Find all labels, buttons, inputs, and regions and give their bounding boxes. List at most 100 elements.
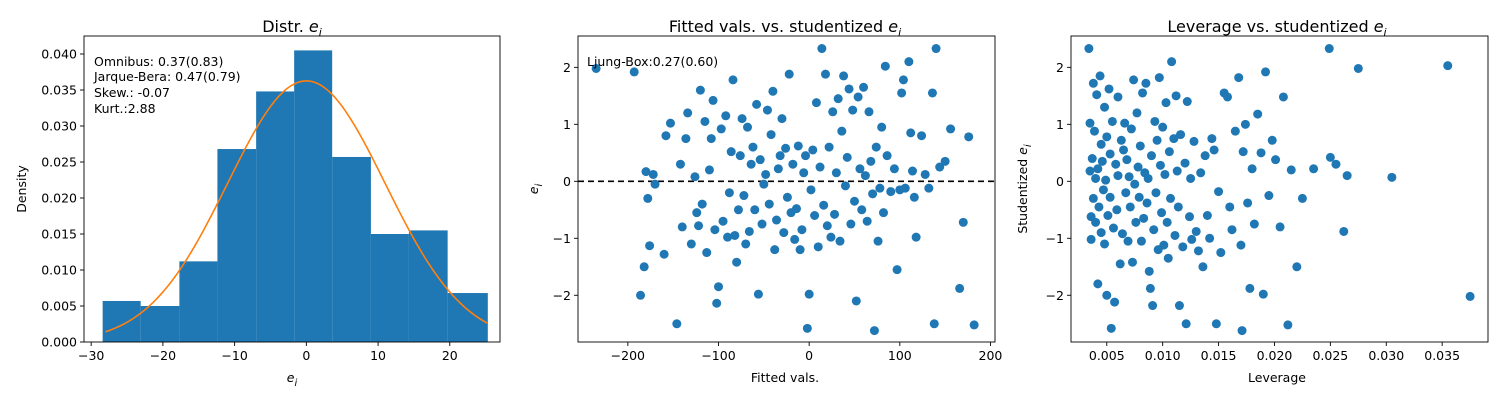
scatter-point <box>844 84 854 94</box>
scatter-point <box>1243 198 1253 208</box>
scatter-point <box>1135 141 1145 151</box>
scatter-point <box>877 122 887 132</box>
y-axis-label: ei <box>526 184 545 195</box>
x-tick-label: 10 <box>370 348 386 363</box>
fitted-vs-residuals-panel: Fitted vals. vs. studentized ei −200 −100… <box>526 17 1002 385</box>
scatter-point <box>900 183 910 193</box>
scatter-point <box>750 205 760 215</box>
scatter-point <box>639 262 649 272</box>
scatter-point <box>889 164 899 174</box>
omnibus-stat: Omnibus: 0.37(0.83) <box>94 54 223 69</box>
scatter-point <box>1292 262 1302 272</box>
scatter-point <box>733 205 743 215</box>
x-tick-label: 0.035 <box>1424 348 1460 363</box>
scatter-point <box>1324 44 1334 54</box>
scatter-point <box>1134 192 1144 202</box>
scatter-point <box>868 189 878 199</box>
density-curve <box>105 80 488 333</box>
scatter-point <box>1142 198 1152 208</box>
scatter-point <box>690 172 700 182</box>
scatter-point <box>906 128 916 138</box>
y-axis-label: Studentized ei <box>1015 144 1034 234</box>
scatter-point <box>835 236 845 246</box>
scatter-point <box>716 124 726 134</box>
scatter-point <box>1096 228 1106 238</box>
scatter-point <box>746 159 756 169</box>
scatter-point <box>1146 151 1156 161</box>
scatter-point <box>1108 223 1118 233</box>
x-tick-label: −20 <box>150 348 176 363</box>
scatter-point <box>853 92 863 102</box>
scatter-point <box>1157 208 1167 218</box>
scatter-point <box>743 122 753 132</box>
scatter-point <box>1325 152 1335 162</box>
y-axis-ticks: 0.000 0.005 0.010 0.015 0.020 0.025 0.030 0.035… <box>41 47 84 350</box>
scatter-point <box>810 210 820 220</box>
scatter-point <box>892 265 902 275</box>
scatter-point <box>1339 226 1349 236</box>
x-tick-label: 0 <box>805 348 813 363</box>
scatter-point <box>730 230 740 240</box>
scatter-point <box>820 69 830 79</box>
scatter-point <box>1091 217 1101 227</box>
scatter-point <box>839 71 849 81</box>
scatter-point <box>1227 225 1237 235</box>
leverage-panel: Leverage vs. studentized ei 0.005 0.010 0.… <box>1015 17 1489 385</box>
scatter-point <box>675 159 685 169</box>
jarque-bera-stat: Jarque-Bera: 0.47(0.79) <box>93 69 241 84</box>
scatter-point <box>629 67 639 77</box>
x-axis-ticks: 0.005 0.010 0.015 0.020 0.025 0.030 0.035 <box>1089 342 1460 363</box>
histogram-bar <box>217 149 257 342</box>
scatter-point <box>1131 217 1141 227</box>
x-axis-ticks: −30 −20 −10 0 10 20 <box>78 342 458 363</box>
scatter-point <box>697 199 707 209</box>
scatter-point <box>1187 234 1197 244</box>
scatter-point <box>1261 67 1271 77</box>
scatter-point <box>1151 188 1161 198</box>
scatter-point <box>840 181 850 191</box>
x-tick-label: 0.005 <box>1089 348 1125 363</box>
scatter-point <box>822 221 832 231</box>
scatter-point <box>726 147 736 157</box>
scatter-point <box>1278 92 1288 102</box>
scatter-point <box>806 185 816 195</box>
histogram-bar <box>256 91 295 342</box>
scatter-point <box>1230 126 1240 136</box>
y-axis-ticks: −2 −1 0 1 2 <box>553 60 578 303</box>
scatter-point <box>793 141 803 151</box>
scatter-point <box>723 232 733 242</box>
scatter-point <box>1096 139 1106 149</box>
histogram-bar <box>140 306 180 342</box>
scatter-point <box>882 151 892 161</box>
scatter-point <box>1200 151 1210 161</box>
scatter-point <box>1120 118 1130 128</box>
scatter-point <box>799 168 809 178</box>
y-tick-label: 0 <box>1056 174 1064 189</box>
scatter-point <box>878 208 888 218</box>
scatter-point <box>1145 283 1155 293</box>
scatter-point <box>645 241 655 251</box>
scatter-point <box>694 221 704 231</box>
scatter-point <box>1086 234 1096 244</box>
scatter-point <box>1174 301 1184 311</box>
leverage-title: Leverage vs. studentized ei <box>1167 17 1386 39</box>
scatter-point <box>1111 159 1121 169</box>
scatter-point <box>1087 154 1097 164</box>
scatter-point <box>791 204 801 214</box>
scatter-point <box>1112 205 1122 215</box>
scatter-point <box>648 169 658 179</box>
scatter-point <box>837 126 847 136</box>
x-axis-label: Fitted vals. <box>751 370 819 385</box>
scatter-point <box>665 118 675 128</box>
scatter-point <box>808 145 818 155</box>
y-tick-label: 0.020 <box>41 191 77 206</box>
scatter-point <box>1158 122 1168 132</box>
y-tick-label: 0.000 <box>41 335 77 350</box>
scatter-point <box>1127 257 1137 267</box>
fitted-title: Fitted vals. vs. studentized ei <box>669 17 901 39</box>
normality-stats: Omnibus: 0.37(0.83) Jarque-Bera: 0.47(0.… <box>93 54 241 116</box>
scatter-point <box>1092 90 1102 100</box>
scatter-point <box>1121 188 1131 198</box>
scatter-point <box>940 156 950 166</box>
scatter-point <box>795 245 805 255</box>
